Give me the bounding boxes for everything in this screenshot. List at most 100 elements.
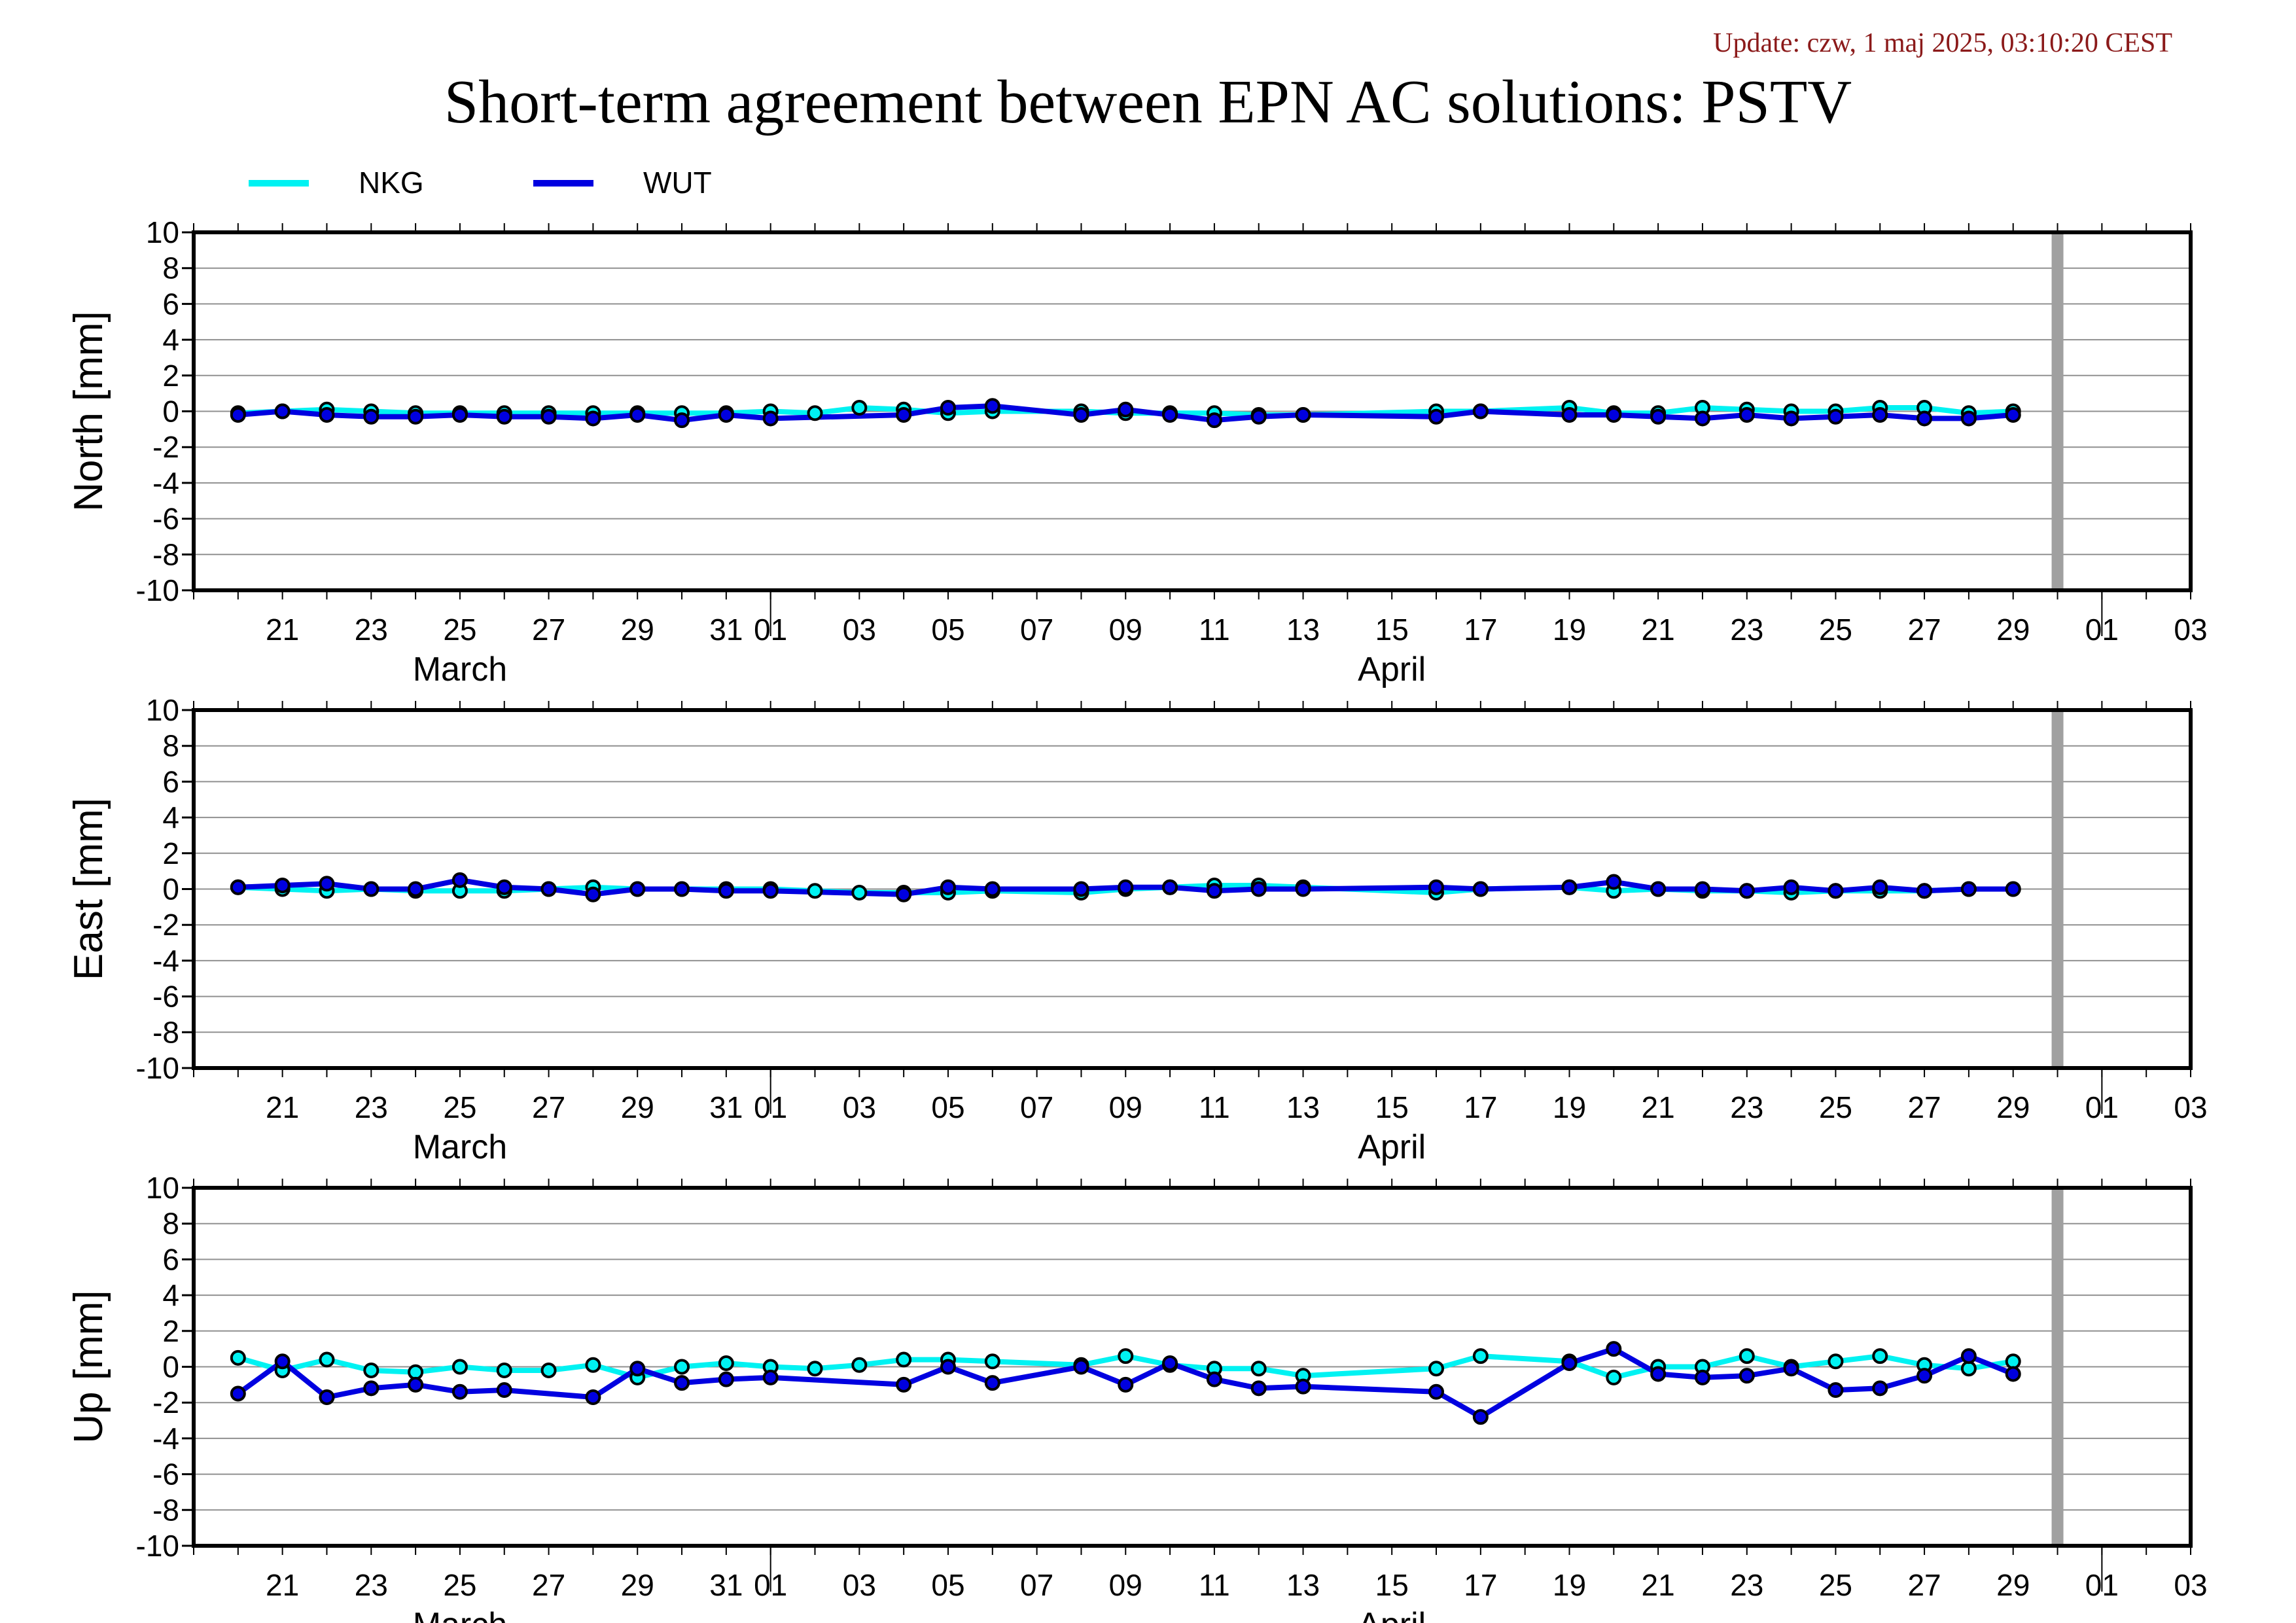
y-tick-label: 6 bbox=[162, 1242, 179, 1276]
data-gap-bar bbox=[2051, 710, 2064, 1068]
x-tick-label: 27 bbox=[1907, 613, 1941, 647]
x-tick-label: 11 bbox=[1199, 1090, 1230, 1124]
data-point-wut bbox=[1472, 1409, 1489, 1425]
data-point-wut bbox=[1561, 406, 1578, 423]
data-point-wut bbox=[1694, 881, 1710, 897]
y-tick-label: -10 bbox=[136, 573, 179, 607]
x-tick-label: 25 bbox=[443, 613, 476, 647]
data-point-nkg bbox=[1828, 1353, 1844, 1370]
y-axis-label: Up [mm] bbox=[66, 1290, 111, 1443]
data-point-wut bbox=[940, 1359, 956, 1375]
data-point-wut bbox=[408, 1376, 424, 1393]
data-point-wut bbox=[585, 410, 601, 427]
x-tick-label: 19 bbox=[1553, 1090, 1586, 1124]
y-tick-label: 4 bbox=[162, 1278, 179, 1312]
x-tick-label: 05 bbox=[931, 1568, 964, 1602]
y-tick-label: 8 bbox=[162, 729, 179, 763]
x-tick-label: 25 bbox=[1819, 1090, 1852, 1124]
data-point-wut bbox=[1650, 881, 1667, 897]
y-tick-label: 4 bbox=[162, 323, 179, 357]
x-tick-label: 23 bbox=[1730, 1568, 1763, 1602]
x-tick-label: 29 bbox=[1996, 613, 2030, 647]
chart-title: Short-term agreement between EPN AC solu… bbox=[444, 68, 1852, 136]
data-point-wut bbox=[1250, 408, 1267, 425]
data-point-nkg bbox=[2005, 1353, 2021, 1370]
x-tick-label: 21 bbox=[1642, 613, 1675, 647]
data-point-wut bbox=[629, 881, 646, 897]
data-point-wut bbox=[496, 1382, 512, 1399]
data-point-wut bbox=[2005, 1366, 2021, 1382]
x-tick-label: 01 bbox=[2085, 1568, 2119, 1602]
data-point-nkg bbox=[851, 1357, 868, 1373]
data-point-nkg bbox=[1428, 1361, 1445, 1377]
data-point-wut bbox=[1428, 1383, 1445, 1400]
data-point-wut bbox=[1739, 883, 1755, 899]
x-tick-label: 03 bbox=[2174, 1090, 2207, 1124]
data-point-nkg bbox=[718, 1355, 734, 1372]
data-point-wut bbox=[1694, 1369, 1710, 1385]
x-tick-label: 13 bbox=[1286, 1090, 1320, 1124]
data-point-wut bbox=[674, 881, 690, 897]
x-tick-label: 21 bbox=[1642, 1090, 1675, 1124]
x-tick-label: 09 bbox=[1109, 1090, 1142, 1124]
data-point-wut bbox=[319, 876, 335, 892]
data-point-wut bbox=[585, 886, 601, 902]
x-tick-label: 03 bbox=[843, 1090, 876, 1124]
data-point-wut bbox=[896, 1376, 912, 1393]
x-tick-label: 13 bbox=[1286, 1568, 1320, 1602]
data-point-nkg bbox=[984, 1353, 1000, 1370]
data-point-wut bbox=[718, 883, 734, 899]
y-tick-label: -10 bbox=[136, 1051, 179, 1085]
x-tick-label: 15 bbox=[1375, 1090, 1409, 1124]
data-point-wut bbox=[1650, 408, 1667, 425]
x-tick-label: 07 bbox=[1020, 613, 1053, 647]
data-point-wut bbox=[408, 881, 424, 897]
data-point-wut bbox=[718, 1371, 734, 1387]
data-point-wut bbox=[230, 406, 246, 423]
x-tick-label: 11 bbox=[1199, 613, 1230, 647]
legend-label-nkg: NKG bbox=[359, 166, 424, 200]
data-point-nkg bbox=[807, 1361, 823, 1377]
x-tick-label: 21 bbox=[266, 613, 299, 647]
data-point-nkg bbox=[851, 884, 868, 901]
data-point-wut bbox=[1916, 883, 1933, 899]
data-point-wut bbox=[1960, 410, 1977, 427]
data-point-nkg bbox=[1118, 1348, 1134, 1364]
data-point-wut bbox=[1295, 1378, 1311, 1395]
x-tick-label: 15 bbox=[1375, 1568, 1409, 1602]
data-point-wut bbox=[762, 410, 779, 427]
x-tick-label: 31 bbox=[709, 1568, 743, 1602]
data-point-nkg bbox=[851, 400, 868, 416]
data-point-wut bbox=[540, 881, 557, 897]
data-point-wut bbox=[1783, 1361, 1799, 1377]
x-tick-label: 17 bbox=[1464, 1568, 1497, 1602]
x-tick-label: 27 bbox=[532, 613, 565, 647]
x-tick-label: 01 bbox=[754, 613, 787, 647]
x-tick-label: 15 bbox=[1375, 613, 1409, 647]
data-point-wut bbox=[762, 1369, 779, 1385]
data-point-wut bbox=[1739, 1368, 1755, 1384]
panel-frame bbox=[192, 708, 2193, 1070]
data-point-wut bbox=[363, 1380, 380, 1397]
data-point-wut bbox=[1828, 408, 1844, 425]
data-point-nkg bbox=[1606, 1369, 1622, 1385]
x-tick-label: 23 bbox=[1730, 613, 1763, 647]
data-point-wut bbox=[896, 406, 912, 423]
data-point-nkg bbox=[408, 1364, 424, 1380]
data-point-wut bbox=[274, 878, 291, 894]
data-point-wut bbox=[451, 872, 468, 888]
x-tick-label: 19 bbox=[1553, 1568, 1586, 1602]
y-tick-label: -6 bbox=[152, 1457, 179, 1491]
data-point-wut bbox=[984, 398, 1000, 414]
x-tick-label: 03 bbox=[843, 1568, 876, 1602]
data-point-nkg bbox=[496, 1362, 512, 1378]
x-tick-label: 29 bbox=[621, 1090, 654, 1124]
x-tick-label: 27 bbox=[532, 1090, 565, 1124]
series-line-wut bbox=[236, 1346, 2015, 1420]
data-point-wut bbox=[1295, 406, 1311, 423]
data-point-wut bbox=[1916, 410, 1933, 427]
data-point-wut bbox=[1916, 1368, 1933, 1384]
x-tick-label: 27 bbox=[1907, 1568, 1941, 1602]
y-tick-label: 0 bbox=[162, 872, 179, 906]
